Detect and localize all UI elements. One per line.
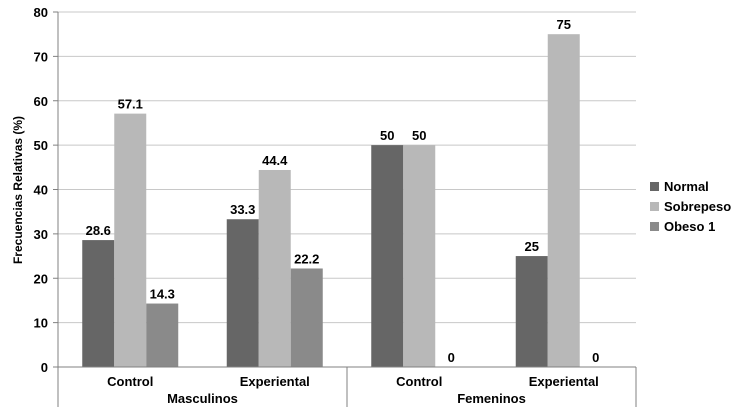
- gridlines: [58, 11, 636, 324]
- x-axis-labels: Control Experiental Control ExperientalMasc…: [107, 374, 599, 406]
- y-axis-ticks: 0 10 20 30 40 50 60 70 80: [34, 5, 58, 375]
- legend-swatch: [650, 182, 659, 191]
- data-label: 0: [448, 350, 455, 365]
- bar: [258, 169, 291, 367]
- bar: [146, 303, 179, 367]
- legend-label: Sobrepeso: [664, 199, 731, 214]
- y-tick-label: 50: [34, 138, 48, 153]
- data-label: 25: [525, 239, 539, 254]
- axes: [57, 12, 637, 407]
- bar: [547, 34, 580, 367]
- bar: [290, 268, 323, 367]
- data-label: 0: [592, 350, 599, 365]
- bar: [226, 219, 259, 367]
- data-label: 57.1: [118, 97, 143, 112]
- bars: [82, 34, 580, 368]
- y-tick-label: 20: [34, 271, 48, 286]
- data-label: 22.2: [294, 251, 319, 266]
- data-label: 50: [412, 128, 426, 143]
- legend: Normal Sobrepeso Obeso 1: [650, 179, 731, 234]
- bar: [82, 240, 115, 367]
- y-axis-title: Frecuencias Relativas (%): [11, 116, 25, 264]
- bar: [515, 256, 548, 367]
- y-tick-label: 0: [41, 360, 48, 375]
- data-label: 50: [380, 128, 394, 143]
- data-label: 14.3: [150, 287, 175, 302]
- data-label: 44.4: [262, 153, 288, 168]
- x-category-label: Control: [396, 374, 442, 389]
- y-tick-label: 60: [34, 94, 48, 109]
- legend-label: Normal: [664, 179, 709, 194]
- x-category-label: Experiental: [240, 374, 310, 389]
- legend-swatch: [650, 202, 659, 211]
- bar: [371, 145, 404, 367]
- x-category-label: Control: [107, 374, 153, 389]
- bar: [114, 113, 147, 368]
- data-label: 75: [557, 17, 571, 32]
- y-tick-label: 10: [34, 316, 48, 331]
- legend-swatch: [650, 222, 659, 231]
- x-group-label: Femeninos: [457, 391, 526, 406]
- data-label: 33.3: [230, 202, 255, 217]
- x-category-label: Experiental: [529, 374, 599, 389]
- y-tick-label: 30: [34, 227, 48, 242]
- x-group-label: Masculinos: [167, 391, 238, 406]
- bar: [403, 145, 436, 367]
- y-tick-label: 80: [34, 5, 48, 20]
- legend-label: Obeso 1: [664, 219, 715, 234]
- y-tick-label: 70: [34, 49, 48, 64]
- data-labels: 28.6 33.3 50 25 57.1 44.4 50 75 14.3 22.2 0 0: [86, 17, 600, 365]
- y-tick-label: 40: [34, 183, 48, 198]
- data-label: 28.6: [86, 223, 111, 238]
